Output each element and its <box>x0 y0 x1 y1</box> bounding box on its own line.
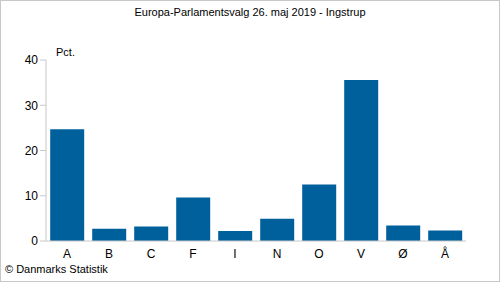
html-text:Pct.: Pct. <box>56 46 75 58</box>
html-text:Europa-Parlamentsvalg 26. maj: Europa-Parlamentsvalg 26. maj 2019 - Ing… <box>134 6 366 18</box>
svg-text:V: V <box>357 247 365 261</box>
svg-text:10: 10 <box>25 189 39 203</box>
svg-text:A: A <box>63 247 71 261</box>
svg-text:0: 0 <box>31 234 38 248</box>
svg-text:B: B <box>105 247 113 261</box>
svg-text:C: C <box>147 247 156 261</box>
svg-text:40: 40 <box>25 53 39 67</box>
svg-text:Ø: Ø <box>398 247 407 261</box>
svg-text:F: F <box>189 247 196 261</box>
svg-text:N: N <box>273 247 282 261</box>
svg-text:I: I <box>233 247 236 261</box>
svg-text:20: 20 <box>25 144 39 158</box>
svg-text:30: 30 <box>25 99 39 113</box>
svg-text:Å: Å <box>441 246 449 261</box>
html-text:© Danmarks Statistik: © Danmarks Statistik <box>5 263 108 275</box>
svg-text:O: O <box>314 247 323 261</box>
